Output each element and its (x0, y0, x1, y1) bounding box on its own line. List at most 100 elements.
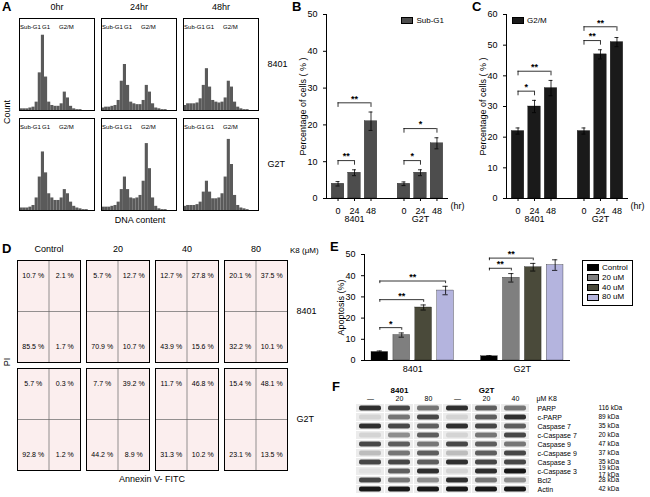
svg-text:Bcl2: Bcl2 (538, 477, 552, 484)
svg-text:*: * (389, 319, 393, 329)
svg-text:*: * (525, 82, 529, 92)
svg-text:Actin: Actin (538, 486, 554, 493)
svg-text:48: 48 (366, 206, 376, 216)
svg-text:G2/M: G2/M (59, 24, 74, 30)
svg-text:G2T: G2T (412, 214, 430, 224)
svg-text:8401: 8401 (391, 386, 409, 395)
svg-text:50: 50 (345, 249, 355, 259)
svg-text:c-PARP: c-PARP (538, 414, 563, 421)
svg-text:c-Caspase 7: c-Caspase 7 (538, 432, 577, 440)
svg-text:G1: G1 (124, 24, 133, 30)
svg-text:0: 0 (516, 206, 521, 216)
svg-text:35 kDa: 35 kDa (599, 422, 620, 429)
svg-text:23.1 %: 23.1 % (229, 451, 251, 458)
svg-text:0: 0 (492, 193, 497, 203)
svg-text:G2/M: G2/M (141, 24, 156, 30)
svg-text:48hr: 48hr (212, 2, 230, 12)
svg-text:G2/M: G2/M (223, 124, 238, 130)
svg-text:40: 40 (345, 271, 355, 281)
svg-text:G1: G1 (206, 24, 215, 30)
svg-text:8401: 8401 (297, 306, 317, 316)
svg-text:0: 0 (350, 355, 355, 365)
svg-text:10.1 %: 10.1 % (261, 343, 283, 350)
svg-text:92.8 %: 92.8 % (22, 451, 44, 458)
svg-text:8401: 8401 (403, 364, 423, 374)
svg-text:**: ** (409, 272, 417, 282)
svg-text:80: 80 (251, 244, 261, 254)
svg-text:43.9 %: 43.9 % (160, 343, 182, 350)
svg-text:Sub-G1: Sub-G1 (102, 24, 123, 30)
svg-text:10.7 %: 10.7 % (123, 343, 145, 350)
svg-text:0.3 %: 0.3 % (56, 380, 74, 387)
svg-text:Control: Control (34, 244, 63, 254)
svg-text:60: 60 (487, 9, 497, 19)
svg-text:20: 20 (345, 313, 355, 323)
svg-text:27.8 %: 27.8 % (192, 272, 214, 279)
svg-text:48.1 %: 48.1 % (261, 380, 283, 387)
svg-text:c-Caspase 3: c-Caspase 3 (538, 468, 577, 476)
svg-text:G2T: G2T (297, 414, 315, 424)
svg-text:10: 10 (487, 163, 497, 173)
svg-text:13.5 %: 13.5 % (261, 451, 283, 458)
svg-text:G1: G1 (42, 24, 51, 30)
svg-text:24hr: 24hr (130, 2, 148, 12)
svg-text:48: 48 (432, 206, 442, 216)
svg-text:0hr: 0hr (50, 2, 63, 12)
svg-text:30: 30 (307, 83, 317, 93)
svg-text:G2T: G2T (592, 214, 610, 224)
svg-text:70.9 %: 70.9 % (91, 343, 113, 350)
svg-text:Sub-G1: Sub-G1 (20, 124, 41, 130)
svg-text:5.7 %: 5.7 % (93, 272, 111, 279)
svg-text:89 kDa: 89 kDa (599, 413, 620, 420)
svg-text:50: 50 (487, 40, 497, 50)
svg-text:8401: 8401 (345, 214, 365, 224)
svg-text:0: 0 (401, 206, 406, 216)
svg-text:37 kDa: 37 kDa (599, 449, 620, 456)
svg-text:20: 20 (483, 395, 491, 402)
svg-text:20: 20 (307, 120, 317, 130)
svg-text:μM K8: μM K8 (537, 395, 557, 403)
svg-text:Percentage of cells ( % ): Percentage of cells ( % ) (478, 57, 488, 155)
svg-text:40: 40 (307, 46, 317, 56)
svg-text:7.7 %: 7.7 % (93, 380, 111, 387)
svg-text:116 kDa: 116 kDa (599, 404, 623, 411)
svg-text:47 kDa: 47 kDa (599, 440, 620, 447)
svg-text:30: 30 (487, 101, 497, 111)
svg-text:15.4 %: 15.4 % (229, 380, 251, 387)
svg-text:48: 48 (546, 206, 556, 216)
svg-text:(hr): (hr) (631, 201, 645, 211)
svg-text:10: 10 (345, 334, 355, 344)
svg-text:G2/M: G2/M (59, 124, 74, 130)
svg-text:46.8 %: 46.8 % (192, 380, 214, 387)
svg-text:G2T: G2T (268, 159, 286, 169)
svg-text:G2T: G2T (479, 386, 495, 395)
svg-text:Caspase 7: Caspase 7 (538, 423, 572, 431)
svg-text:30: 30 (345, 292, 355, 302)
svg-text:20: 20 (396, 395, 404, 402)
svg-text:12.7 %: 12.7 % (160, 272, 182, 279)
svg-text:37.5 %: 37.5 % (261, 272, 283, 279)
svg-text:**: ** (589, 31, 597, 41)
svg-text:Percentage of cells ( % ): Percentage of cells ( % ) (298, 57, 308, 155)
svg-text:Sub-G1: Sub-G1 (184, 124, 205, 130)
svg-text:12.7 %: 12.7 % (123, 272, 145, 279)
svg-text:c-Caspase 9: c-Caspase 9 (538, 450, 577, 458)
svg-text:40: 40 (512, 395, 520, 402)
svg-text:(hr): (hr) (451, 201, 465, 211)
svg-text:**: ** (351, 94, 359, 104)
svg-text:*: * (410, 151, 414, 161)
svg-text:40: 40 (182, 244, 192, 254)
svg-text:0: 0 (312, 193, 317, 203)
svg-text:G1: G1 (42, 124, 51, 130)
svg-text:31.3 %: 31.3 % (160, 451, 182, 458)
svg-text:32.2 %: 32.2 % (229, 343, 251, 350)
svg-text:Sub-G1: Sub-G1 (102, 124, 123, 130)
svg-text:11.7 %: 11.7 % (161, 380, 182, 387)
svg-text:40: 40 (487, 71, 497, 81)
svg-text:G1: G1 (124, 124, 133, 130)
svg-text:Caspase 3: Caspase 3 (538, 459, 572, 467)
svg-text:50: 50 (307, 9, 317, 19)
svg-text:G1: G1 (206, 124, 215, 130)
svg-text:8401: 8401 (268, 59, 288, 69)
svg-text:0: 0 (336, 206, 341, 216)
